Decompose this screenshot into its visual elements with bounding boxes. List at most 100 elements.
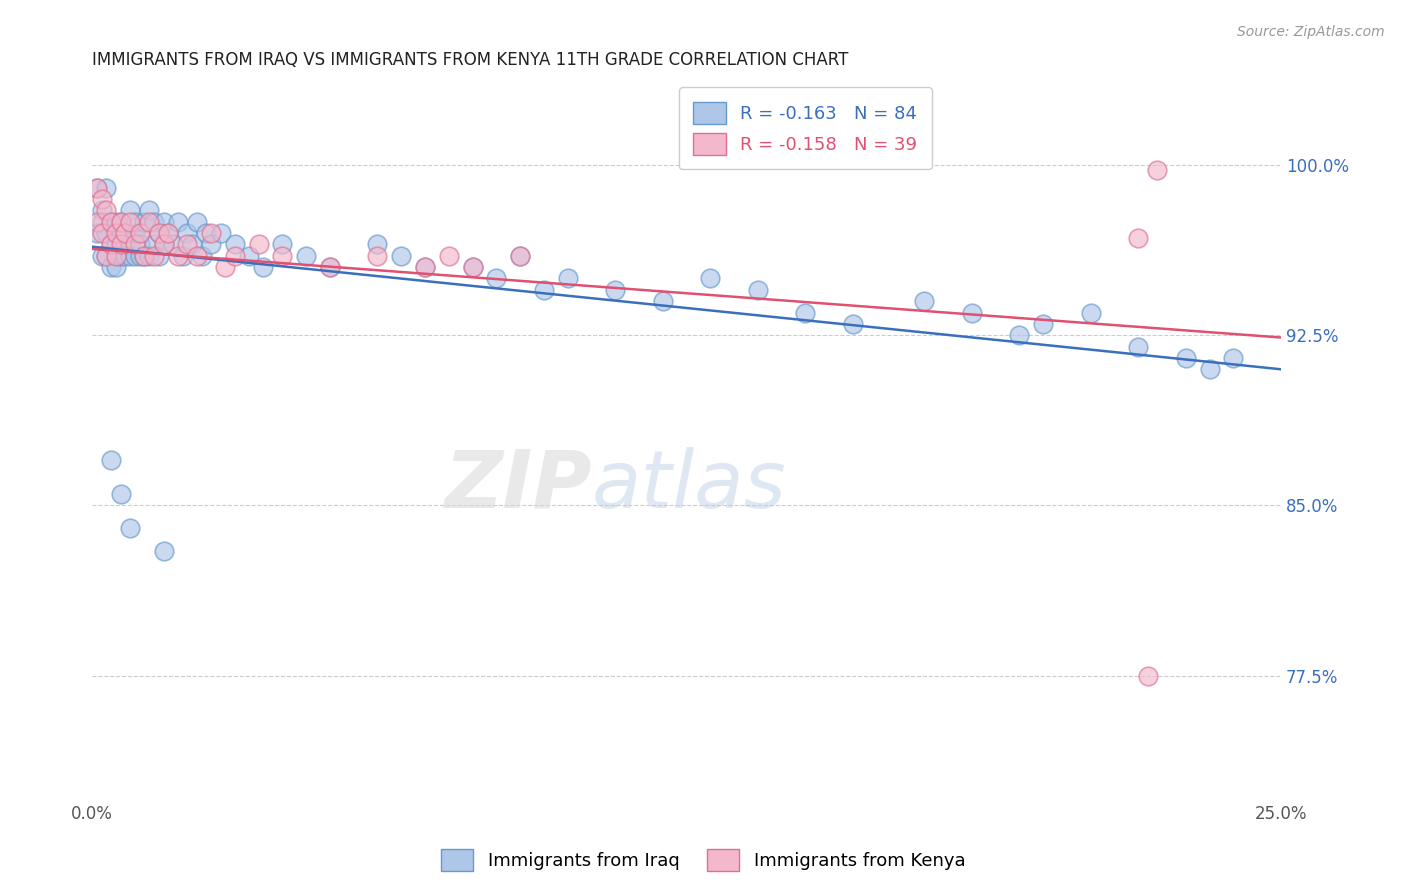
Point bbox=[485, 271, 508, 285]
Point bbox=[1032, 317, 1054, 331]
Point bbox=[557, 271, 579, 285]
Point bbox=[224, 249, 246, 263]
Legend: R = -0.163   N = 84, R = -0.158   N = 39: R = -0.163 N = 84, R = -0.158 N = 39 bbox=[679, 87, 932, 169]
Point bbox=[1198, 362, 1220, 376]
Point bbox=[181, 237, 204, 252]
Point bbox=[176, 237, 198, 252]
Point bbox=[209, 226, 232, 240]
Point bbox=[319, 260, 342, 274]
Point bbox=[195, 226, 218, 240]
Point bbox=[128, 226, 150, 240]
Point bbox=[148, 249, 170, 263]
Point bbox=[842, 317, 865, 331]
Point bbox=[120, 215, 142, 229]
Point bbox=[295, 249, 318, 263]
Point bbox=[138, 249, 160, 263]
Point bbox=[90, 249, 112, 263]
Point bbox=[461, 260, 484, 274]
Point bbox=[104, 249, 127, 263]
Point bbox=[366, 249, 388, 263]
Point bbox=[110, 249, 132, 263]
Point bbox=[120, 521, 142, 535]
Point bbox=[104, 237, 127, 252]
Point bbox=[110, 226, 132, 240]
Point bbox=[114, 237, 136, 252]
Point bbox=[190, 249, 212, 263]
Point bbox=[605, 283, 627, 297]
Point bbox=[114, 226, 136, 240]
Point bbox=[157, 226, 180, 240]
Point bbox=[110, 215, 132, 229]
Point bbox=[247, 237, 270, 252]
Point bbox=[100, 237, 122, 252]
Point bbox=[1128, 340, 1150, 354]
Point bbox=[104, 226, 127, 240]
Point bbox=[148, 226, 170, 240]
Point bbox=[152, 237, 174, 252]
Point bbox=[152, 215, 174, 229]
Point bbox=[86, 180, 108, 194]
Point bbox=[143, 237, 166, 252]
Point bbox=[651, 294, 673, 309]
Point bbox=[509, 249, 531, 263]
Point bbox=[138, 203, 160, 218]
Point bbox=[413, 260, 436, 274]
Point bbox=[172, 249, 194, 263]
Point bbox=[86, 226, 108, 240]
Point bbox=[747, 283, 769, 297]
Point bbox=[100, 237, 122, 252]
Point bbox=[1222, 351, 1244, 365]
Point bbox=[90, 226, 112, 240]
Point bbox=[1080, 305, 1102, 319]
Point bbox=[128, 237, 150, 252]
Point bbox=[271, 249, 294, 263]
Point bbox=[110, 215, 132, 229]
Point bbox=[389, 249, 412, 263]
Point bbox=[461, 260, 484, 274]
Point bbox=[252, 260, 274, 274]
Point bbox=[509, 249, 531, 263]
Point bbox=[124, 215, 146, 229]
Point bbox=[96, 226, 118, 240]
Point bbox=[124, 226, 146, 240]
Point bbox=[176, 226, 198, 240]
Point bbox=[90, 192, 112, 206]
Point bbox=[110, 237, 132, 252]
Point bbox=[912, 294, 935, 309]
Point bbox=[148, 226, 170, 240]
Point bbox=[104, 260, 127, 274]
Point bbox=[533, 283, 555, 297]
Point bbox=[104, 215, 127, 229]
Point bbox=[152, 237, 174, 252]
Point bbox=[1008, 328, 1031, 343]
Point bbox=[114, 226, 136, 240]
Point bbox=[128, 249, 150, 263]
Point bbox=[120, 249, 142, 263]
Point bbox=[271, 237, 294, 252]
Text: ZIP: ZIP bbox=[444, 447, 592, 525]
Point bbox=[114, 249, 136, 263]
Point bbox=[90, 203, 112, 218]
Point bbox=[960, 305, 983, 319]
Text: Source: ZipAtlas.com: Source: ZipAtlas.com bbox=[1237, 25, 1385, 39]
Point bbox=[86, 180, 108, 194]
Point bbox=[157, 226, 180, 240]
Point bbox=[166, 249, 188, 263]
Point bbox=[200, 237, 222, 252]
Point bbox=[96, 180, 118, 194]
Point bbox=[1146, 162, 1168, 177]
Point bbox=[120, 237, 142, 252]
Point bbox=[186, 215, 208, 229]
Point bbox=[120, 203, 142, 218]
Point bbox=[794, 305, 817, 319]
Point bbox=[366, 237, 388, 252]
Point bbox=[134, 215, 156, 229]
Point bbox=[1136, 669, 1159, 683]
Point bbox=[100, 215, 122, 229]
Point bbox=[128, 226, 150, 240]
Point bbox=[214, 260, 236, 274]
Point bbox=[96, 203, 118, 218]
Point bbox=[1128, 230, 1150, 244]
Point bbox=[152, 544, 174, 558]
Point bbox=[238, 249, 260, 263]
